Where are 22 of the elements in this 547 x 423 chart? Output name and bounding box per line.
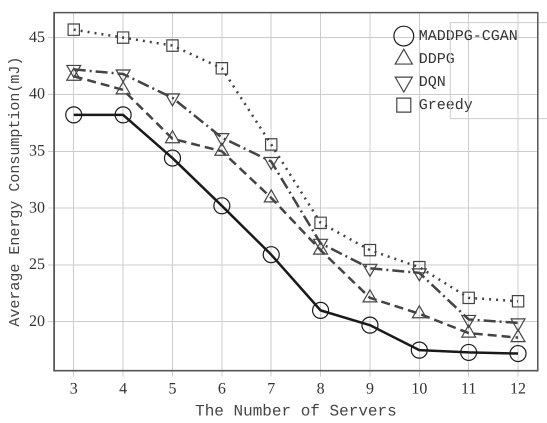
y-tick-label: 30 [29,199,45,216]
y-tick-label: 45 [29,28,45,46]
x-tick-label: 10 [411,380,428,398]
x-axis-title: The Number of Servers [195,402,397,421]
x-tick-label: 12 [510,380,526,398]
y-tick-label: 40 [29,86,45,103]
x-tick-label: 3 [70,380,78,398]
y-axis-title: Average Energy Consumption(mJ) [6,56,24,327]
legend-label: DQN [418,74,446,92]
legend-label: Greedy [418,97,473,114]
legend-label: DDPG [418,51,455,68]
x-tick-label: 4 [119,380,128,398]
y-tick-label: 25 [29,256,45,274]
y-tick-label: 35 [29,142,45,160]
x-tick-label: 7 [267,380,276,398]
x-tick-label: 9 [366,380,374,398]
x-tick-label: 6 [218,380,226,398]
x-tick-label: 11 [460,380,476,398]
x-tick-label: 5 [168,380,176,398]
x-tick-label: 8 [316,380,325,398]
legend-label: MADDPG-CGAN [418,28,518,46]
y-tick-label: 20 [29,312,45,330]
